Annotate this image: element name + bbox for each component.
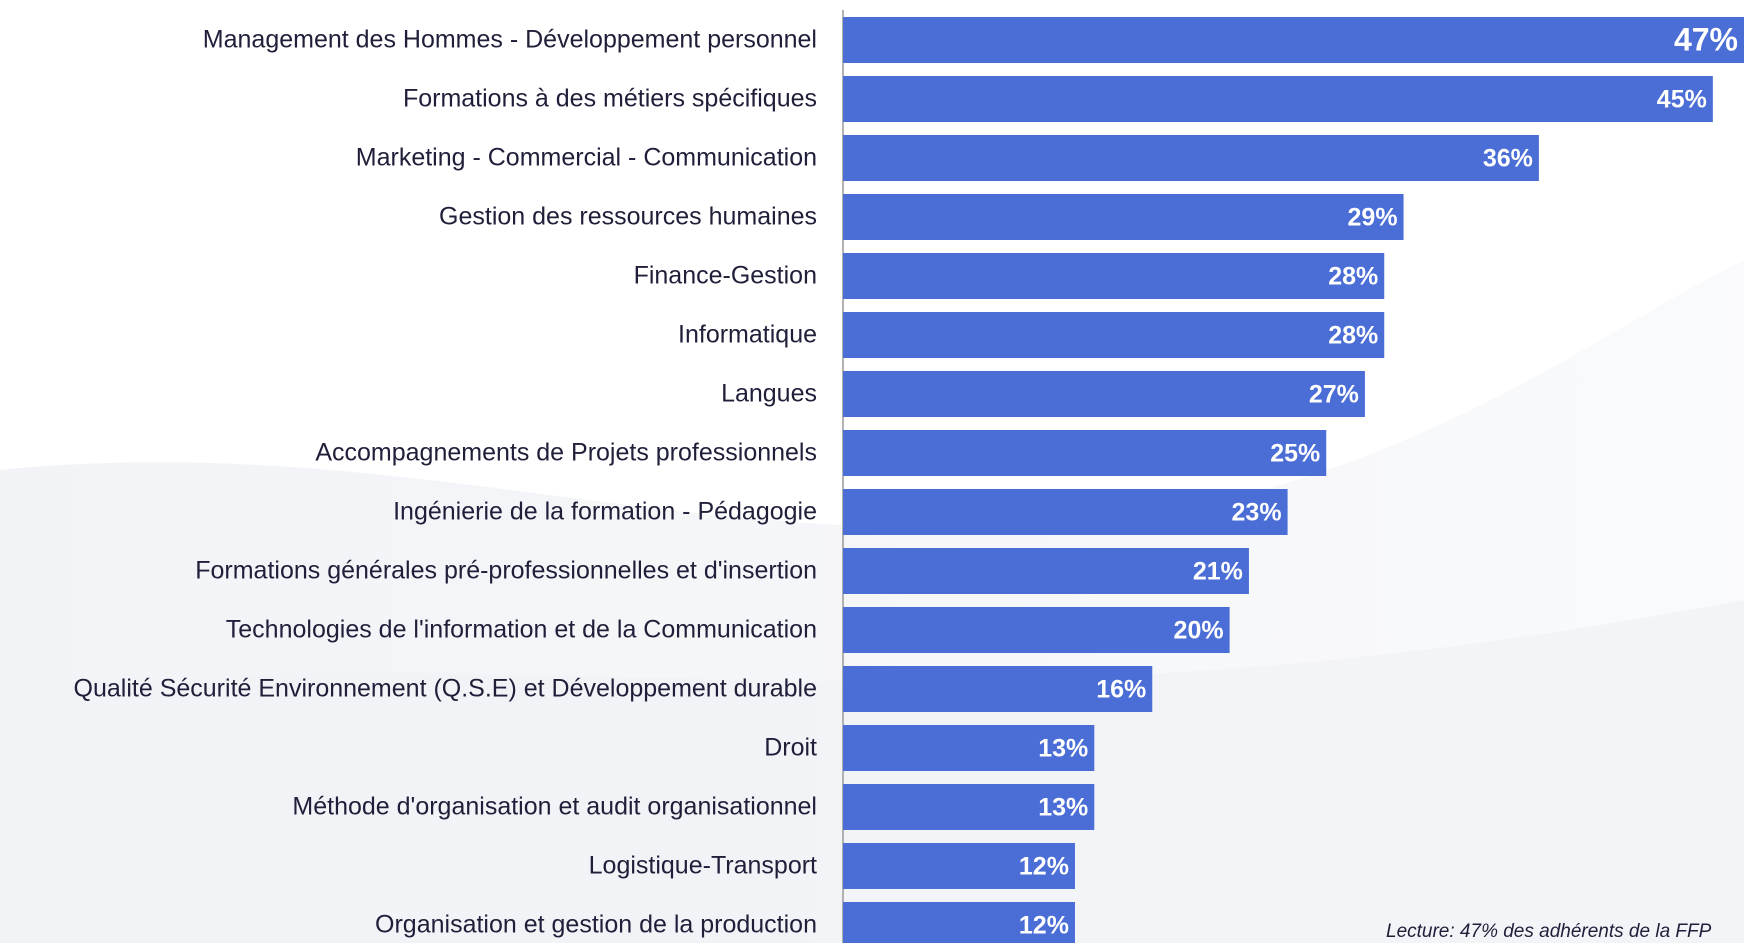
value-label: 16% <box>1096 676 1146 704</box>
bar <box>843 607 1230 653</box>
value-label: 28% <box>1328 322 1378 350</box>
category-label: Accompagnements de Projets professionnel… <box>315 439 817 467</box>
bar <box>843 253 1385 299</box>
bar <box>843 784 1095 830</box>
category-label: Management des Hommes - Développement pe… <box>203 26 817 54</box>
value-label: 21% <box>1193 558 1243 586</box>
bar <box>843 17 1744 63</box>
category-label: Finance-Gestion <box>634 262 817 290</box>
bar <box>843 135 1539 181</box>
bar <box>843 76 1713 122</box>
value-label: 13% <box>1038 735 1088 763</box>
bar <box>843 548 1249 594</box>
category-label: Méthode d'organisation et audit organisa… <box>292 793 817 821</box>
value-label: 12% <box>1019 853 1069 881</box>
category-label: Organisation et gestion de la production <box>375 911 817 939</box>
bar <box>843 312 1385 358</box>
value-label: 13% <box>1038 794 1088 822</box>
bar <box>843 489 1288 535</box>
annotation: Lecture: 47% des adhérents de la FFP <box>1386 921 1712 942</box>
category-label: Formations générales pré-professionnelle… <box>195 557 817 585</box>
category-label: Technologies de l'information et de la C… <box>226 616 817 644</box>
category-label: Marketing - Commercial - Communication <box>356 144 817 172</box>
bar <box>843 430 1327 476</box>
value-label: 12% <box>1019 912 1069 940</box>
value-label: 28% <box>1328 263 1378 291</box>
value-label: 25% <box>1270 440 1320 468</box>
category-label: Droit <box>764 734 817 762</box>
value-label: 20% <box>1174 617 1224 645</box>
category-label: Informatique <box>678 321 817 349</box>
bar <box>843 843 1075 889</box>
value-label: 29% <box>1348 204 1398 232</box>
category-label: Gestion des ressources humaines <box>439 203 817 231</box>
background-swoosh <box>0 600 1744 943</box>
value-label: 47% <box>1674 21 1738 57</box>
value-label: 23% <box>1232 499 1282 527</box>
bar <box>843 902 1075 943</box>
bar <box>843 194 1404 240</box>
value-label: 45% <box>1657 86 1707 114</box>
category-label: Logistique-Transport <box>589 852 817 880</box>
category-label: Formations à des métiers spécifiques <box>403 85 817 113</box>
category-label: Langues <box>721 380 817 408</box>
bar <box>843 725 1095 771</box>
category-label: Qualité Sécurité Environnement (Q.S.E) e… <box>74 675 817 703</box>
bar <box>843 666 1153 712</box>
category-label: Ingénierie de la formation - Pédagogie <box>393 498 817 526</box>
value-label: 27% <box>1309 381 1359 409</box>
bar <box>843 371 1365 417</box>
value-label: 36% <box>1483 145 1533 173</box>
